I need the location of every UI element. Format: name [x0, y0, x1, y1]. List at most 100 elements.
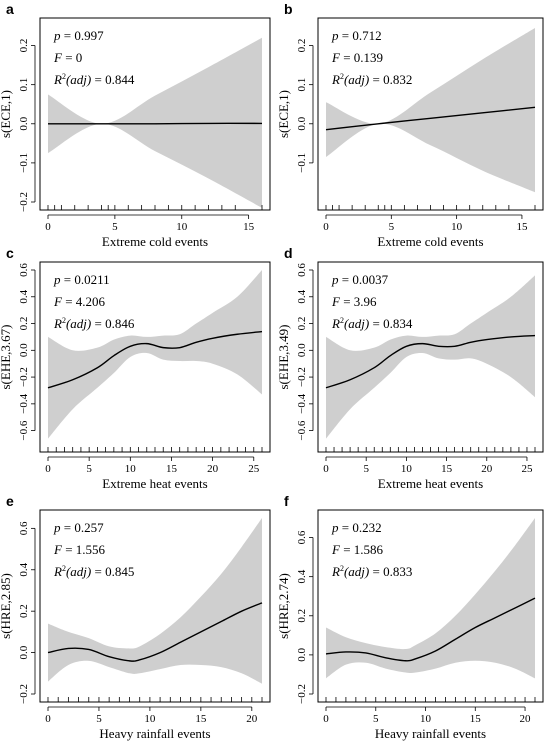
y-tick-label: −0.1 [296, 153, 308, 173]
y-tick-label: 0.0 [18, 116, 30, 130]
stat-r2-adj: R2(adj) = 0.846 [53, 316, 135, 331]
panel-e: 0 5 10 15 20 −0.2 0.0 0.2 0.4 0.6 Heavy rainfall e… [0, 493, 271, 741]
y-tick-label: 0.6 [18, 263, 30, 277]
panel-letter: b [284, 1, 293, 17]
panel-letter: a [6, 1, 14, 17]
panel-letter: d [284, 245, 293, 261]
x-tick-label: 20 [246, 713, 258, 725]
panel-b: 0 5 10 15 −0.1 0.0 0.1 0.2 Extreme cold events s(… [276, 1, 544, 249]
x-tick-label: 10 [401, 463, 413, 475]
fitted-line [325, 597, 536, 662]
x-tick-label: 5 [373, 713, 379, 725]
x-tick-label: 15 [516, 221, 528, 233]
x-tick-label: 0 [45, 713, 51, 725]
x-tick-label: 5 [389, 221, 395, 233]
confidence-band [48, 37, 262, 208]
x-tick-label: 5 [112, 221, 118, 233]
y-axis-title: s(ECE,1) [276, 90, 291, 138]
y-tick-label: 0.6 [296, 263, 308, 277]
stat-r2-adj: R2(adj) = 0.832 [331, 72, 412, 87]
panel-letter: f [284, 493, 289, 509]
y-axis-title: s(HRE,2.74) [276, 573, 291, 639]
x-tick-label: 15 [243, 221, 255, 233]
panel-f: 0 5 10 15 20 −0.2 0.0 0.2 0.4 0.6 Heavy rainfall e… [276, 493, 544, 741]
fitted-line [325, 334, 536, 389]
x-tick-label: 25 [248, 463, 260, 475]
y-tick-label: −0.1 [18, 153, 30, 173]
y-tick-label: −0.2 [18, 367, 30, 387]
x-axis-title: Extreme heat events [102, 476, 207, 491]
x-axis-title: Extreme cold events [377, 234, 483, 249]
plot-frame [317, 509, 544, 703]
fitted-line [47, 602, 263, 662]
fitted-line [47, 330, 263, 389]
x-tick-label: 5 [96, 713, 102, 725]
stat-p-value: p = 0.0037 [331, 272, 389, 287]
panel-d: 0 5 10 15 20 25 −0.6 −0.4 −0.2 0.0 0.2 0.4 0.6 Extrem… [276, 245, 544, 491]
fitted-line [325, 106, 536, 131]
panel-letter: e [6, 493, 14, 509]
y-tick-label: 0.1 [18, 78, 30, 92]
y-tick-label: −0.6 [18, 420, 30, 440]
x-tick-label: 20 [520, 713, 532, 725]
x-tick-label: 20 [207, 463, 219, 475]
x-tick-label: 15 [166, 463, 178, 475]
x-tick-label: 10 [176, 221, 188, 233]
y-tick-label: 0.0 [296, 116, 308, 130]
panel-c: 0 5 10 15 20 25 −0.6 −0.4 −0.2 0.0 0.2 0.4 0.6 Extrem… [0, 245, 271, 491]
panel-letter: c [6, 245, 14, 261]
y-axis-title: s(EHE,3.49) [276, 325, 291, 390]
x-tick-label: 0 [323, 221, 329, 233]
y-tick-label: 0.2 [296, 609, 308, 623]
x-tick-label: 25 [521, 463, 533, 475]
y-tick-label: 0.6 [18, 521, 30, 535]
y-tick-label: −0.4 [296, 393, 308, 413]
stat-p-value: p = 0.232 [331, 520, 382, 535]
x-axis-title: Heavy rainfall events [99, 726, 210, 741]
stat-f-value: F = 1.586 [331, 542, 384, 557]
x-tick-label: 10 [125, 463, 137, 475]
x-tick-label: 10 [144, 713, 156, 725]
confidence-band [48, 270, 262, 439]
y-tick-label: 0.0 [18, 343, 30, 357]
y-tick-label: −0.2 [18, 192, 30, 212]
y-tick-label: 0.0 [296, 343, 308, 357]
y-tick-label: 0.2 [18, 39, 30, 53]
stat-f-value: F = 0.139 [331, 50, 383, 65]
confidence-band [48, 518, 262, 684]
x-axis-title: Heavy rainfall events [375, 726, 486, 741]
y-axis-title: s(ECE,1) [0, 90, 13, 138]
y-tick-label: 0.1 [296, 78, 308, 92]
y-tick-label: 0.4 [18, 289, 30, 303]
stat-r2-adj: R2(adj) = 0.834 [331, 316, 413, 331]
plot-frame [39, 509, 271, 703]
stat-f-value: F = 4.206 [53, 294, 106, 309]
confidence-band [326, 275, 535, 439]
y-tick-label: 0.2 [296, 317, 308, 331]
stat-p-value: p = 0.257 [53, 520, 104, 535]
y-tick-label: −0.6 [296, 420, 308, 440]
y-tick-label: 0.2 [18, 317, 30, 331]
stat-r2-adj: R2(adj) = 0.845 [53, 564, 134, 579]
x-tick-label: 0 [323, 463, 329, 475]
confidence-band [326, 518, 535, 679]
y-tick-label: 0.2 [296, 39, 308, 53]
y-tick-label: 0.2 [18, 604, 30, 618]
stat-f-value: F = 1.556 [53, 542, 106, 557]
x-tick-label: 10 [420, 713, 432, 725]
stat-f-value: F = 0 [53, 50, 82, 65]
x-axis-title: Extreme heat events [378, 476, 483, 491]
y-tick-label: 0.4 [296, 569, 308, 583]
x-tick-label: 20 [481, 463, 493, 475]
y-tick-label: 0.6 [296, 530, 308, 544]
y-tick-label: −0.2 [296, 684, 308, 704]
y-axis-title: s(EHE,3.67) [0, 325, 13, 390]
x-axis-title: Extreme cold events [102, 234, 208, 249]
y-tick-label: 0.4 [18, 562, 30, 576]
x-tick-label: 0 [45, 463, 51, 475]
stat-p-value: p = 0.997 [53, 28, 104, 43]
stat-r2-adj: R2(adj) = 0.844 [53, 72, 135, 87]
y-tick-label: −0.4 [18, 393, 30, 413]
stat-p-value: p = 0.0211 [53, 272, 110, 287]
